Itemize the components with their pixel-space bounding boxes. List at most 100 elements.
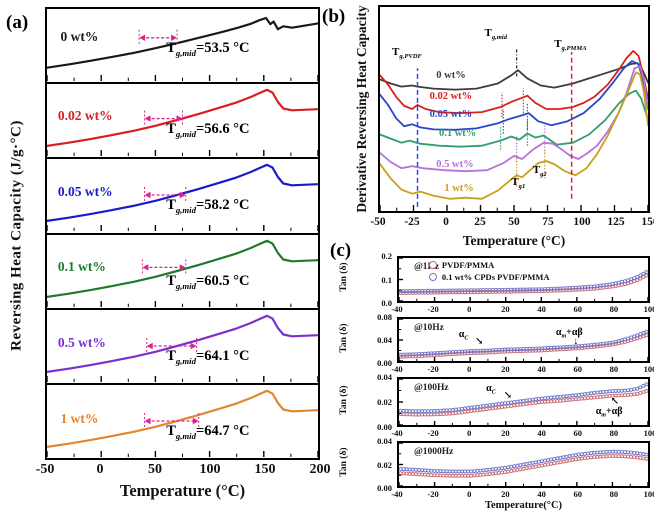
x-tick-label: 20 [501,489,510,499]
x-tick-label: 200 [309,462,331,477]
x-tick-label: -40 [391,304,403,314]
panel-b-annotations: Tg,PVDF Tg,mid Tg,PMMA Tg1 Tg2 0 wt% 0.0… [380,7,648,211]
panel-b-curves-svg [380,47,648,211]
x-tick-label: -25 [404,216,420,228]
x-tick-label: 40 [537,428,546,438]
x-tick-label: 100 [643,489,654,499]
panel-a-subplot-002wt: 0.02 wt% Tg,mid=56.6 °C [47,84,318,160]
x-tick-label: -40 [391,428,403,438]
x-tick-label: 0 [467,489,472,499]
tg-annotation-05wt: Tg,mid=64.1 °C [166,347,250,366]
panel-c1-plot-frame: @1Hz PVDF/PMMA 0.1 wt% CPDs PVDF/PMMA [397,256,650,303]
panel-c2-y-tick-labels: 0.00 0.04 0.08 [358,312,394,368]
x-tick-label: 60 [573,304,582,314]
curve-1wt-svg [47,389,318,457]
panel-a-x-tick-labels: -50 0 50 100 150 200 [36,462,331,478]
curve-label-005wt: 0.05 wt% [429,109,473,120]
panel-a-subplot-05wt: 0.5 wt% Tg,mid=64.1 °C [47,310,318,385]
y-tick-label: 0.02 [377,397,392,407]
x-tick-label: 0 [443,216,449,228]
series-label-005wt: 0.05 wt% [57,184,113,200]
panel-c4-plot-frame: @1000Hz [397,441,650,488]
y-tick-label: 0.08 [377,312,392,322]
panel-c1-y-axis-title: Tan (δ) [339,262,349,292]
tg-annotation-002wt: Tg,mid=56.6 °C [166,120,250,139]
curve-label-002wt: 0.02 wt% [429,90,473,102]
x-tick-label: -20 [427,489,439,499]
y-tick-label: 0.04 [377,372,392,382]
curve-label-05wt: 0.5 wt% [436,158,474,170]
panel-b-plot-frame: Tg,PVDF Tg,mid Tg,PMMA Tg1 Tg2 0 wt% 0.0… [378,5,650,213]
x-tick-label: 50 [148,462,162,477]
x-tick-label: 0 [96,462,104,477]
panel-a-x-axis-title: Temperature (°C) [119,481,246,500]
panel-c4-scatter-svg [399,443,648,486]
x-tick-label: 80 [609,489,619,499]
legend-marker-red-circle [428,260,437,269]
panel-a-subplot-1wt: 1 wt% Tg,mid=64.7 °C [47,385,318,458]
x-tick-label: 100 [643,364,654,374]
panel-b-x-tick-labels: -50 -25 0 25 50 75 100 125 150 [370,216,654,229]
x-tick-label: 100 [199,462,221,477]
x-tick-label: 40 [537,489,546,499]
panel-a-plot-frame: 0 wt% Tg,mid=53.5 °C 0.02 wt% Tg,mid=56.… [45,7,320,460]
x-tick-label: 150 [254,462,276,477]
tg-mid-label: Tg,mid [484,27,508,42]
freq-label-10hz: @10Hz [413,323,444,334]
y-tick-label: 0.2 [381,251,392,261]
x-tick-label: 60 [573,428,582,438]
x-tick-label: 50 [508,216,520,228]
y-tick-label: 0.0 [381,298,392,308]
panel-c2-scatter-svg [399,319,648,361]
tg-annotation-0wt: Tg,mid=53.5 °C [166,39,250,58]
tg-annotation-01wt: Tg,mid=60.5 °C [166,272,250,291]
curve-0wt-svg [47,16,318,81]
alpha-c-arrow-100hz-icon: ↘ [503,390,512,402]
x-tick-label: 100 [643,304,654,314]
x-tick-label: 40 [537,364,546,374]
panel-a-subplot-0wt: 0 wt% Tg,mid=53.5 °C [47,9,318,85]
series-label-1wt: 1 wt% [60,411,99,427]
x-tick-label: -20 [427,428,439,438]
x-tick-label: -20 [427,364,439,374]
curve-label-01wt: 0.1 wt% [438,128,477,140]
series-label-01wt: 0.1 wt% [57,258,106,274]
y-tick-label: 0.04 [377,335,392,345]
x-tick-label: 75 [542,216,554,228]
panel-c-letter: (c) [330,240,352,261]
alpha-m-annotation-10hz: αm+αβ [555,326,583,340]
curve-002wt-svg [47,88,318,157]
series-label-0wt: 0 wt% [60,29,99,45]
panel-c2-y-axis-title: Tan (δ) [339,323,349,353]
x-tick-label: 0 [467,428,472,438]
y-tick-label: 0.00 [377,422,392,432]
x-tick-label: -40 [391,364,403,374]
alpha-c-annotation-100hz: αC [486,382,496,396]
alpha-c-annotation-10hz: αC [458,329,469,342]
panel-c2-plot-frame: @10Hz αC ↘ αm+αβ ↓ [397,317,650,363]
y-tick-label: 0.04 [377,436,392,446]
tg-pvdf-label: Tg,PVDF [392,45,422,60]
panel-c1-scatter-svg [399,258,648,301]
tg2-label: Tg2 [532,164,547,179]
y-tick-label: 0.00 [377,358,392,368]
x-tick-label: 100 [643,428,654,438]
legend-label-pvdf-pmma: PVDF/PMMA [441,259,495,270]
alpha-m-arrow-100hz-icon: ↖ [610,395,620,407]
panel-c3-x-tick-labels: -40 -20 0 20 40 60 80 100 [391,428,654,438]
y-tick-label: 0.1 [381,274,392,285]
x-tick-label: 60 [573,489,582,499]
x-tick-label: 100 [573,216,591,228]
x-tick-label: 80 [609,364,619,374]
tg1-label: Tg1 [511,176,526,191]
panel-c2-x-tick-labels: -40 -20 0 20 40 60 80 100 [391,364,654,374]
panel-c1-x-tick-labels: -40 -20 0 20 40 60 80 100 [391,304,654,314]
panel-c1-y-tick-labels: 0.0 0.1 0.2 [358,251,394,308]
y-tick-label: 0.00 [377,483,392,493]
series-label-05wt: 0.5 wt% [57,334,106,350]
tg-annotation-005wt: Tg,mid=58.2 °C [166,197,250,216]
y-tick-label: 0.02 [377,459,392,470]
panel-a-letter: (a) [6,12,29,33]
curve-label-1wt: 1 wt% [444,183,474,195]
